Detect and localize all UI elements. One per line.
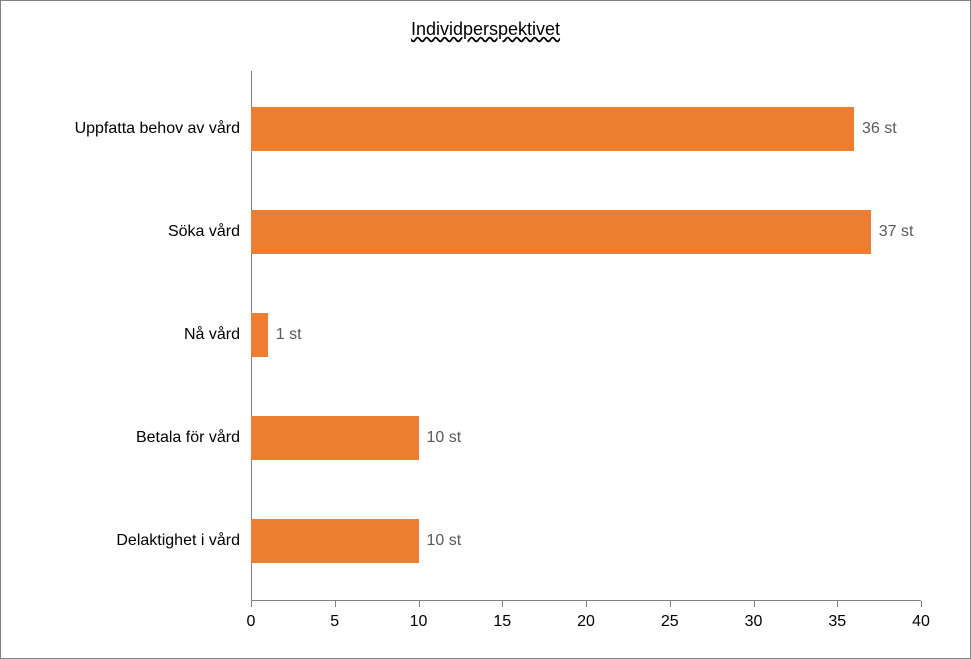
x-tick xyxy=(502,601,503,607)
x-tick-label: 40 xyxy=(912,613,930,631)
chart-title: Individperspektivet xyxy=(411,19,560,40)
x-tick-label: 10 xyxy=(410,613,428,631)
x-tick xyxy=(754,601,755,607)
x-tick-label: 25 xyxy=(661,613,679,631)
bar-row: 1 st xyxy=(251,313,302,357)
x-tick xyxy=(251,601,252,607)
x-tick-label: 20 xyxy=(577,613,595,631)
bar xyxy=(251,313,268,357)
x-tick xyxy=(837,601,838,607)
bar xyxy=(251,210,871,254)
category-label: Söka vård xyxy=(168,223,240,241)
x-tick xyxy=(586,601,587,607)
x-tick-label: 0 xyxy=(247,613,256,631)
bar-value-label: 37 st xyxy=(879,223,914,241)
bar-row: 36 st xyxy=(251,107,897,151)
x-tick xyxy=(419,601,420,607)
category-label: Betala för vård xyxy=(136,429,240,447)
category-label: Delaktighet i vård xyxy=(116,532,240,550)
bar xyxy=(251,519,419,563)
x-tick xyxy=(335,601,336,607)
x-tick-label: 5 xyxy=(330,613,339,631)
plot-area: 0510152025303540 36 st37 st1 st10 st10 s… xyxy=(251,71,921,601)
bar-value-label: 10 st xyxy=(427,532,462,550)
bar xyxy=(251,107,854,151)
chart-container: Individperspektivet 0 5 10 15 20 25 30 35 40 36 … xyxy=(0,0,971,659)
x-tick xyxy=(670,601,671,607)
x-tick-label: 30 xyxy=(745,613,763,631)
x-tick-label: 15 xyxy=(493,613,511,631)
bar-row: 37 st xyxy=(251,210,913,254)
x-tick-label: 35 xyxy=(828,613,846,631)
category-label: Uppfatta behov av vård xyxy=(75,120,240,138)
bar-row: 10 st xyxy=(251,519,461,563)
x-tick xyxy=(921,601,922,607)
bar-value-label: 1 st xyxy=(276,326,302,344)
bar-row: 10 st xyxy=(251,416,461,460)
category-label: Nå vård xyxy=(184,326,240,344)
bar-value-label: 10 st xyxy=(427,429,462,447)
bar xyxy=(251,416,419,460)
bar-value-label: 36 st xyxy=(862,120,897,138)
